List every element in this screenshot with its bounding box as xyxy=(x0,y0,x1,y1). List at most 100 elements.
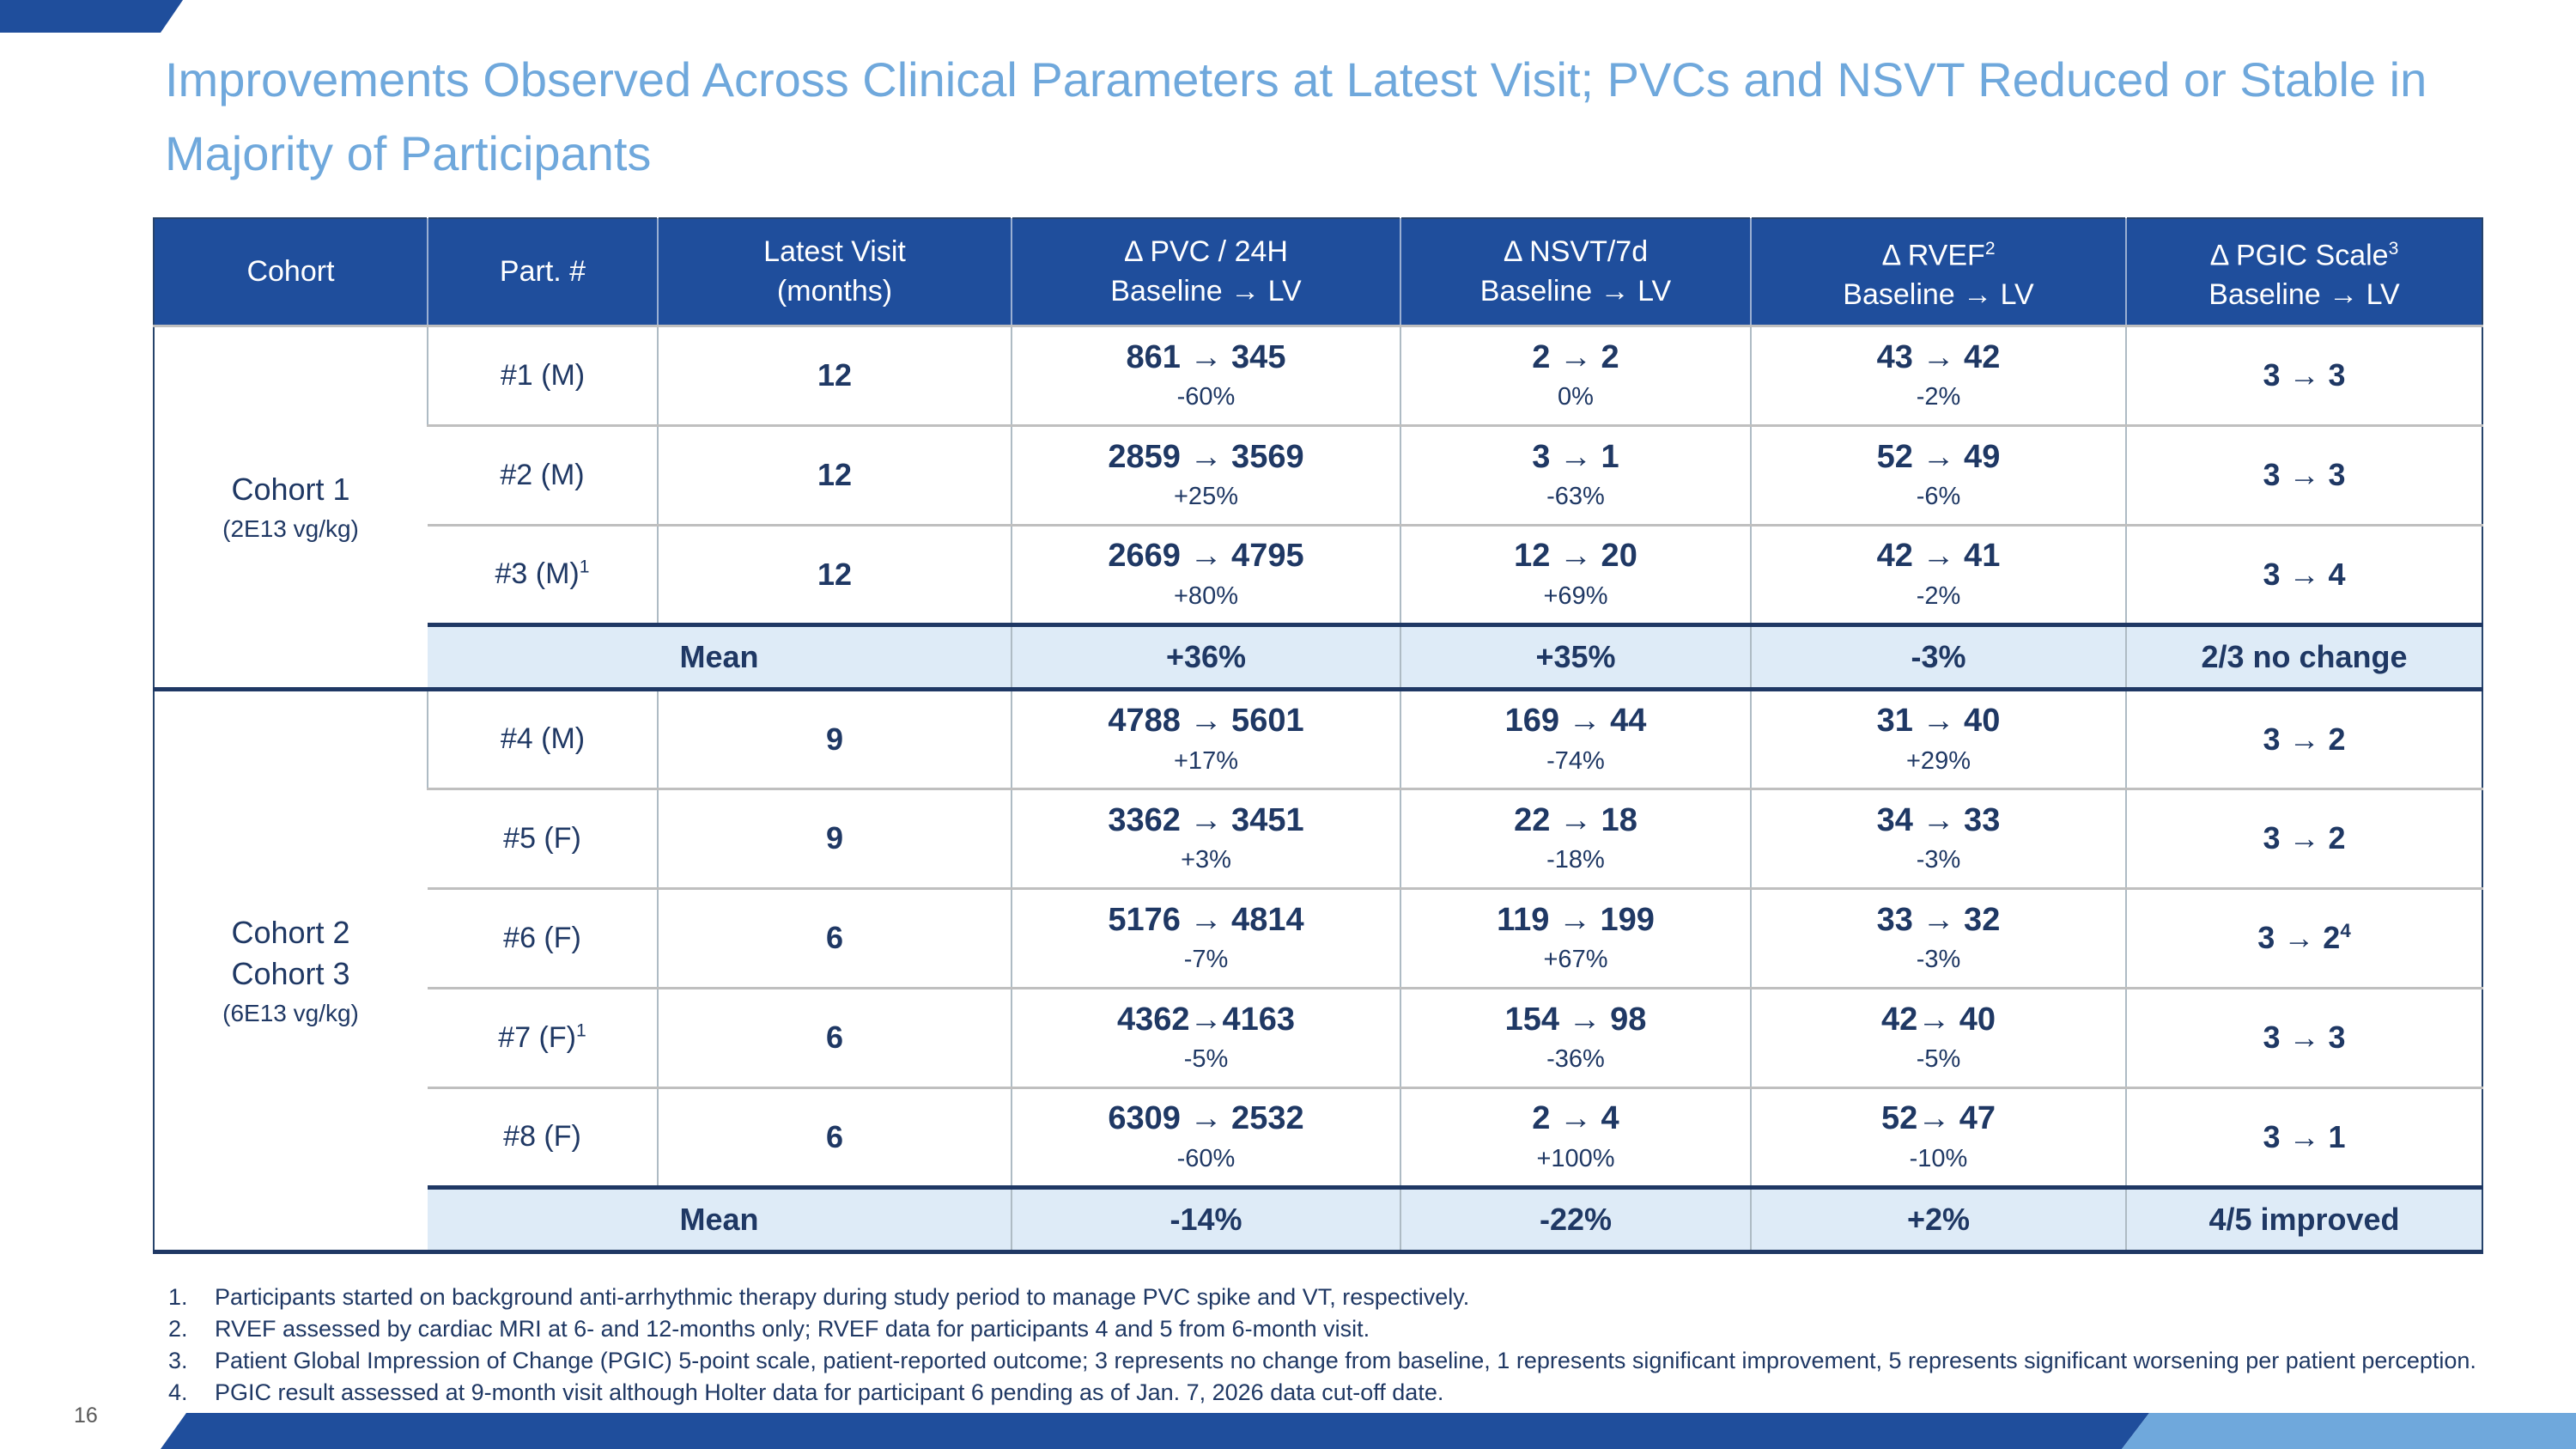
nsvt-percent: -18% xyxy=(1546,846,1605,874)
mean-pvc: -14% xyxy=(1011,1184,1400,1254)
cell-participant: #3 (M)1 xyxy=(428,523,658,624)
cohort-1-cell: Cohort 1 (2E13 vg/kg) xyxy=(154,324,428,691)
column-header-latest-visit: Latest Visit (months) xyxy=(657,218,1012,327)
cell-rvef: 42→ 40 -5% xyxy=(1750,986,2126,1087)
cohort-dose: (2E13 vg/kg) xyxy=(222,515,359,542)
pvc-value: 4788 → 5601 xyxy=(1108,703,1304,740)
cell-latest-visit: 12 xyxy=(657,523,1012,624)
pvc-percent: +25% xyxy=(1174,483,1238,511)
footnote-text: RVEF assessed by cardiac MRI at 6- and 1… xyxy=(215,1316,1370,1342)
pvc-percent: -60% xyxy=(1176,1144,1236,1172)
visit-value: 9 xyxy=(825,721,844,757)
cell-nsvt: 12 → 20 +69% xyxy=(1400,523,1751,624)
header-label: Latest Visit xyxy=(763,235,906,269)
pvc-percent: -60% xyxy=(1176,383,1236,411)
mean-nsvt-value: -22% xyxy=(1539,1201,1613,1237)
participant-label: #4 (M) xyxy=(500,722,586,756)
table-row: #2 (M) 12 2859 → 3569 +25% 3 → 1 -63% 52 →… xyxy=(154,423,2482,525)
nsvt-value: 22 → 18 xyxy=(1514,801,1637,838)
nsvt-value: 12 → 20 xyxy=(1514,538,1637,575)
cell-participant: #2 (M) xyxy=(428,423,658,525)
cohort-dose: (6E13 vg/kg) xyxy=(222,999,359,1026)
nsvt-value: 2 → 2 xyxy=(1532,338,1619,375)
participant-label: #2 (M) xyxy=(500,458,585,491)
pvc-value: 3362 → 3451 xyxy=(1108,801,1304,838)
nsvt-value: 3 → 1 xyxy=(1532,438,1619,475)
column-header-rvef: Δ RVEF2 Baseline → LV xyxy=(1750,218,2126,327)
mean-nsvt-value: +35% xyxy=(1535,638,1616,674)
mean-rvef-value: +2% xyxy=(1906,1201,1971,1237)
table-row: #7 (F)1 6 4362→4163 -5% 154 → 98 -36% 42→ … xyxy=(154,986,2482,1087)
rvef-percent: -2% xyxy=(1916,581,1961,610)
participant-label: #7 (F) xyxy=(498,1020,576,1054)
cell-pgic: 3 → 3 xyxy=(2125,986,2482,1087)
header-subline: (months) xyxy=(776,275,893,308)
cell-participant: #7 (F)1 xyxy=(428,986,658,1087)
footnote-3: 3. Patient Global Impression of Change (… xyxy=(168,1345,2555,1377)
pgic-value: 3 → 3 xyxy=(2263,1020,2346,1055)
mean-row-cohort-1: Mean +36% +35% -3% 2/3 no change xyxy=(154,622,2482,691)
table-row: #3 (M)1 12 2669 → 4795 +80% 12 → 20 +69% 4… xyxy=(154,523,2482,624)
column-header-part: Part. # xyxy=(427,218,658,327)
column-header-nsvt: Δ NSVT/7d Baseline → LV xyxy=(1400,218,1751,327)
column-header-cohort: Cohort xyxy=(154,218,428,327)
visit-value: 6 xyxy=(825,920,844,955)
header-label: Δ NSVT/7d xyxy=(1503,235,1649,269)
top-left-accent-shape xyxy=(0,0,183,33)
cell-pvc: 4362→4163 -5% xyxy=(1011,986,1400,1087)
cell-rvef: 42 → 41 -2% xyxy=(1750,523,2126,624)
footnote-number: 4. xyxy=(168,1379,188,1405)
pvc-value: 861 → 345 xyxy=(1126,338,1286,375)
table-header-row: Cohort Part. # Latest Visit (months) Δ PV… xyxy=(154,218,2482,327)
table-row: Cohort 2 Cohort 3 (6E13 vg/kg) #4 (M) 9 … xyxy=(154,687,2482,1254)
mean-label: Mean xyxy=(679,638,759,674)
pvc-value: 5176 → 4814 xyxy=(1108,901,1304,938)
footnote-text: Participants started on background anti-… xyxy=(215,1284,1470,1310)
header-subline: Baseline → LV xyxy=(2208,277,2400,311)
participant-label: #3 (M) xyxy=(495,557,580,591)
nsvt-percent: +67% xyxy=(1543,946,1608,974)
nsvt-percent: 0% xyxy=(1558,383,1594,411)
nsvt-value: 154 → 98 xyxy=(1504,1001,1647,1038)
pvc-percent: +17% xyxy=(1174,746,1238,775)
nsvt-percent: +100% xyxy=(1536,1144,1615,1172)
rvef-percent: -2% xyxy=(1916,383,1961,411)
table-row: #5 (F) 9 3362 → 3451 +3% 22 → 18 -18% 34 →… xyxy=(154,787,2482,888)
pvc-percent: -7% xyxy=(1183,946,1229,974)
cell-nsvt: 119 → 199 +67% xyxy=(1400,886,1751,988)
pgic-value: 3 → 1 xyxy=(2263,1118,2346,1154)
participant-label: #1 (M) xyxy=(500,358,586,392)
cell-rvef: 34 → 33 -3% xyxy=(1750,787,2126,888)
mean-rvef: +2% xyxy=(1750,1184,2126,1254)
mean-pgic-value: 4/5 improved xyxy=(2208,1201,2400,1237)
visit-value: 6 xyxy=(825,1020,844,1055)
cell-latest-visit: 12 xyxy=(657,423,1012,525)
rvef-percent: -3% xyxy=(1916,846,1961,874)
footnote-number: 3. xyxy=(168,1348,188,1373)
table-row: #8 (F) 6 6309 → 2532 -60% 2 → 4 +100% 52→ … xyxy=(154,1086,2482,1187)
footnote-4: 4. PGIC result assessed at 9-month visit… xyxy=(168,1377,2555,1409)
cell-pgic: 3 → 4 xyxy=(2125,523,2482,624)
cell-pvc: 861 → 345 -60% xyxy=(1011,324,1400,425)
cell-participant: #5 (F) xyxy=(428,787,658,888)
cell-pvc: 2859 → 3569 +25% xyxy=(1011,423,1400,525)
clinical-parameters-table: Cohort Part. # Latest Visit (months) Δ PV… xyxy=(153,217,2483,1254)
nsvt-percent: -36% xyxy=(1546,1045,1605,1074)
visit-value: 12 xyxy=(817,357,853,393)
cell-nsvt: 22 → 18 -18% xyxy=(1400,787,1751,888)
participant-label: #6 (F) xyxy=(503,921,581,954)
rvef-value: 43 → 42 xyxy=(1876,338,2001,375)
pgic-value: 3 → 2 xyxy=(2263,721,2346,757)
pvc-value: 6309 → 2532 xyxy=(1108,1100,1304,1137)
footnote-number: 1. xyxy=(168,1284,188,1310)
pvc-value: 2669 → 4795 xyxy=(1108,538,1304,575)
pgic-value: 3 → 4 xyxy=(2263,556,2346,592)
cell-pgic: 3 → 2 xyxy=(2125,687,2482,788)
cell-pgic: 3 → 2 xyxy=(2125,787,2482,888)
mean-pgic: 4/5 improved xyxy=(2125,1184,2482,1254)
cell-pgic: 3 → 3 xyxy=(2125,324,2482,425)
cell-nsvt: 154 → 98 -36% xyxy=(1400,986,1751,1087)
cohort-2-3-cell: Cohort 2 Cohort 3 (6E13 vg/kg) xyxy=(154,687,428,1254)
rvef-percent: -3% xyxy=(1916,946,1961,974)
header-superscript: 2 xyxy=(1984,238,1996,259)
